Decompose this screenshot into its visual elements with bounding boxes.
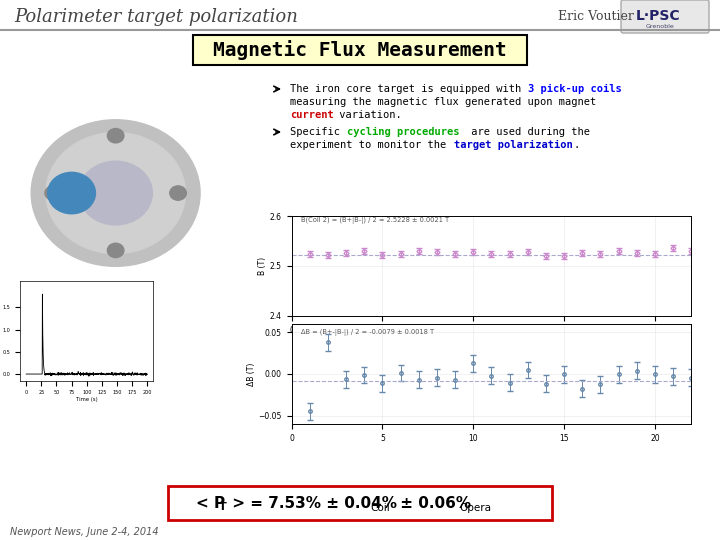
Text: ± 0.06%: ± 0.06% xyxy=(395,496,471,510)
Text: Grenoble: Grenoble xyxy=(646,24,675,29)
Circle shape xyxy=(35,123,197,263)
Text: 3 pick-up coils: 3 pick-up coils xyxy=(528,84,622,94)
Text: Newport News, June 2-4, 2014: Newport News, June 2-4, 2014 xyxy=(10,527,158,537)
Text: current: current xyxy=(290,110,334,120)
Text: Coil: Coil xyxy=(370,503,390,513)
Y-axis label: ΔB (T): ΔB (T) xyxy=(247,362,256,386)
Circle shape xyxy=(107,129,124,143)
Text: are used during the: are used during the xyxy=(465,127,590,137)
Text: B(Coil 2) = (B+|B-|) / 2 = 2.5228 ± 0.0021 T: B(Coil 2) = (B+|B-|) / 2 = 2.5228 ± 0.00… xyxy=(301,217,449,224)
Y-axis label: Voltage (V): Voltage (V) xyxy=(0,316,1,346)
Text: .: . xyxy=(573,140,580,150)
Circle shape xyxy=(107,243,124,258)
Text: Magnetic Flux Measurement: Magnetic Flux Measurement xyxy=(213,40,507,60)
Circle shape xyxy=(46,132,186,254)
FancyBboxPatch shape xyxy=(621,0,709,33)
Text: Opera: Opera xyxy=(459,503,491,513)
Circle shape xyxy=(45,186,61,200)
Text: measuring the magnetic flux generated upon magnet: measuring the magnetic flux generated up… xyxy=(290,97,596,107)
Circle shape xyxy=(79,161,153,225)
Text: < P: < P xyxy=(196,496,225,510)
Text: L·PSC: L·PSC xyxy=(636,9,680,23)
FancyBboxPatch shape xyxy=(168,486,552,520)
Circle shape xyxy=(170,186,186,200)
Circle shape xyxy=(31,120,200,266)
Text: Specific: Specific xyxy=(290,127,346,137)
Text: cycling procedures: cycling procedures xyxy=(347,127,459,137)
Text: The iron core target is equipped with: The iron core target is equipped with xyxy=(290,84,528,94)
Circle shape xyxy=(48,172,96,214)
Text: target polarization: target polarization xyxy=(454,140,572,150)
Y-axis label: B (T): B (T) xyxy=(258,257,267,275)
Text: ΔB = (B+-|B-|) / 2 = -0.0079 ± 0.0018 T: ΔB = (B+-|B-|) / 2 = -0.0079 ± 0.0018 T xyxy=(301,329,434,336)
Text: Eric Voutier: Eric Voutier xyxy=(558,10,634,24)
Text: T: T xyxy=(219,502,227,512)
FancyBboxPatch shape xyxy=(193,35,527,65)
Text: variation.: variation. xyxy=(333,110,402,120)
Text: experiment to monitor the: experiment to monitor the xyxy=(290,140,452,150)
Text: > = 7.53% ± 0.04%: > = 7.53% ± 0.04% xyxy=(227,496,397,510)
Text: Polarimeter target polarization: Polarimeter target polarization xyxy=(14,8,298,26)
X-axis label: Time (s): Time (s) xyxy=(76,397,98,402)
